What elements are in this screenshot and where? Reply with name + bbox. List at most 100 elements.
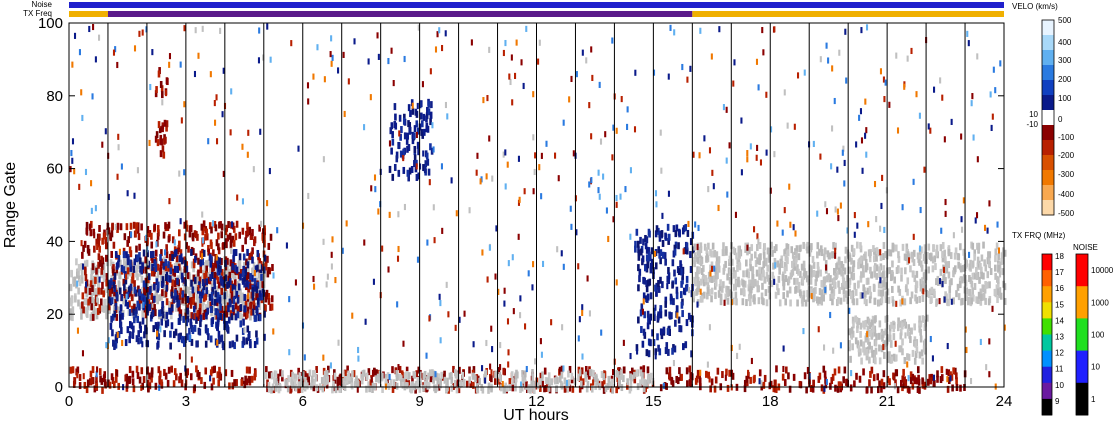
- echo-cell: [707, 242, 710, 250]
- echo-cell: [420, 128, 423, 136]
- echo-cell: [450, 371, 453, 379]
- echo-cell: [407, 372, 411, 380]
- echo-cell: [334, 386, 338, 394]
- echo-cell: [416, 376, 420, 384]
- echo-cell: [696, 266, 699, 274]
- echo-cell: [165, 311, 169, 319]
- echo-cell: [426, 158, 430, 166]
- echo-cell: [713, 265, 716, 272]
- echo-cell: [660, 332, 664, 340]
- echo-cell: [688, 365, 692, 373]
- echo-cell: [782, 345, 785, 352]
- echo-cell: [423, 381, 427, 389]
- echo-cell: [823, 253, 826, 261]
- echo-cell: [751, 274, 755, 282]
- y-tick-label: 80: [46, 88, 63, 105]
- echo-cell: [810, 243, 813, 251]
- echo-cell: [748, 279, 751, 287]
- echo-cell: [408, 126, 412, 134]
- echo-cell: [97, 287, 100, 295]
- echo-cell: [978, 276, 981, 284]
- echo-cell: [866, 287, 870, 295]
- echo-cell: [179, 61, 182, 68]
- echo-cell: [322, 377, 326, 385]
- echo-cell: [861, 167, 864, 174]
- echo-cell: [130, 294, 134, 302]
- echo-cell: [710, 275, 714, 283]
- echo-cell: [525, 25, 528, 32]
- echo-cell: [125, 293, 128, 300]
- echo-cell: [586, 275, 589, 282]
- echo-cell: [756, 280, 759, 288]
- echo-cell: [897, 266, 900, 274]
- echo-cell: [70, 296, 74, 304]
- echo-cell: [890, 340, 893, 348]
- echo-cell: [182, 315, 185, 323]
- echo-cell: [794, 286, 797, 294]
- echo-cell: [783, 378, 787, 386]
- echo-cell: [83, 381, 87, 389]
- echo-cell: [122, 266, 126, 274]
- echo-cell: [356, 381, 360, 389]
- echo-cell: [735, 298, 738, 306]
- echo-cell: [750, 279, 753, 287]
- echo-cell: [245, 274, 249, 282]
- echo-cell: [864, 98, 867, 105]
- echo-cell: [878, 266, 882, 274]
- noise-strip-label: Noise: [32, 0, 53, 9]
- echo-cell: [657, 246, 660, 254]
- echo-cell: [295, 373, 298, 381]
- echo-cell: [134, 310, 138, 318]
- echo-cell: [992, 66, 995, 73]
- echo-cell: [255, 330, 258, 338]
- echo-cell: [162, 231, 166, 239]
- echo-cell: [399, 150, 403, 158]
- echo-cell: [431, 122, 434, 129]
- echo-cell: [193, 313, 196, 320]
- echo-cell: [957, 293, 961, 301]
- echo-cell: [140, 384, 143, 391]
- echo-cell: [173, 269, 177, 277]
- echo-cell: [916, 252, 920, 260]
- echo-cell: [933, 86, 936, 93]
- echo-cell: [155, 131, 159, 139]
- echo-cell: [95, 308, 98, 316]
- echo-cell: [400, 126, 403, 134]
- echo-cell: [173, 265, 177, 273]
- echo-cell: [130, 322, 134, 330]
- echo-cell: [550, 378, 554, 386]
- echo-cell: [943, 136, 946, 143]
- echo-cell: [476, 152, 479, 159]
- echo-cell: [525, 365, 528, 373]
- echo-cell: [226, 263, 230, 271]
- echo-cell: [198, 307, 202, 315]
- echo-cell: [609, 385, 613, 393]
- echo-cell: [211, 298, 214, 306]
- echo-cell: [154, 309, 157, 317]
- echo-cell: [121, 312, 124, 320]
- echo-cell: [655, 225, 659, 233]
- echo-cell: [201, 299, 205, 307]
- echo-cell: [322, 238, 325, 245]
- echo-cell: [425, 152, 429, 160]
- echo-cell: [252, 297, 256, 305]
- echo-cell: [647, 279, 650, 287]
- echo-cell: [869, 291, 873, 299]
- echo-cell: [146, 300, 149, 308]
- echo-cell: [952, 270, 955, 278]
- echo-cell: [95, 382, 98, 390]
- echo-cell: [216, 285, 219, 293]
- echo-cell: [192, 292, 196, 300]
- echo-cell: [143, 289, 147, 297]
- echo-cell: [590, 46, 593, 53]
- echo-cell: [84, 168, 88, 176]
- echo-cell: [450, 177, 453, 184]
- echo-cell: [229, 284, 233, 292]
- echo-cell: [704, 275, 707, 283]
- echo-cell: [736, 352, 739, 360]
- echo-cell: [774, 262, 777, 269]
- velocity-colorbar-tick: 10: [1029, 110, 1038, 119]
- echo-cell: [424, 160, 428, 168]
- echo-cell: [878, 320, 882, 328]
- echo-cell: [839, 297, 843, 305]
